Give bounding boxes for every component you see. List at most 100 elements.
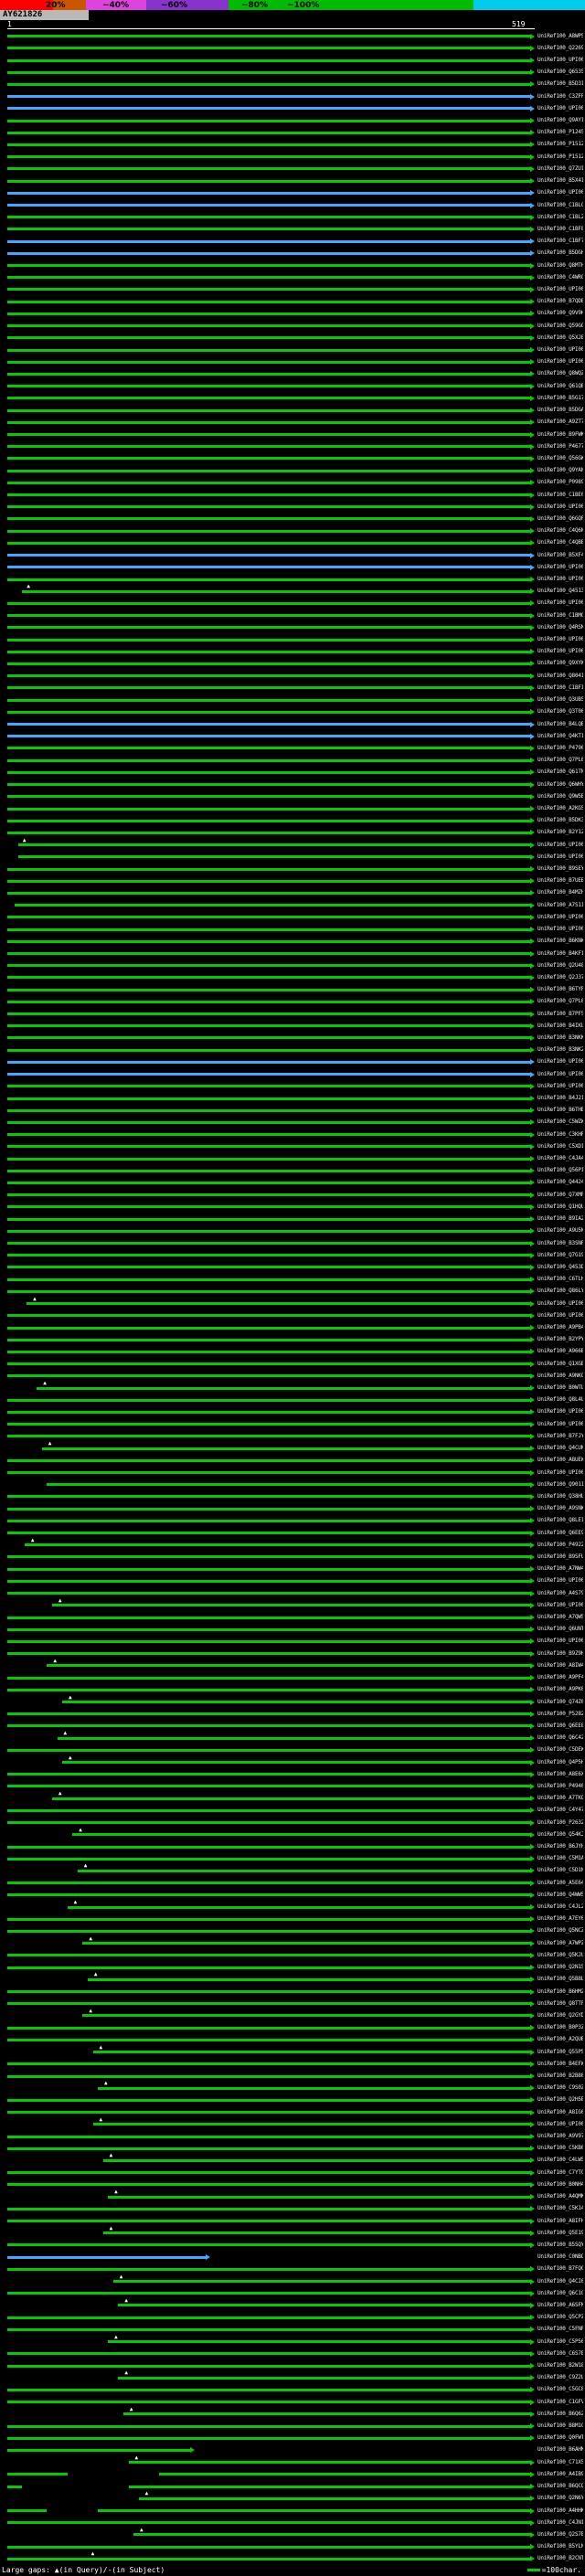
alignment-bar[interactable] [7,1724,530,1728]
alignment-bar[interactable] [7,204,530,207]
subject-label[interactable]: UniRef100_B8M1C2 [537,2422,583,2430]
subject-label[interactable]: UniRef100_Q6C1G0 [537,2289,583,2296]
alignment-bar[interactable] [7,2038,530,2041]
subject-label[interactable]: UniRef100_UPI000... [537,2120,583,2127]
alignment-bar[interactable] [7,879,530,883]
subject-label[interactable]: UniRef100_C1BL29 [537,213,583,220]
subject-label[interactable]: UniRef100_P46777 [537,442,583,450]
subject-label[interactable]: UniRef100_C1GFV3 [537,2398,583,2405]
alignment-bar[interactable] [7,348,530,352]
subject-label[interactable]: UniRef100_Q9V9H6 [537,310,583,317]
subject-label[interactable]: UniRef100_UPI000... [537,648,583,655]
alignment-bar[interactable] [7,445,530,449]
subject-label[interactable]: UniRef100_A4IB93 [537,2470,583,2477]
subject-label[interactable]: UniRef100_Q90114 [537,1480,583,1488]
subject-label[interactable]: UniRef100_A4QMK5 [537,2193,583,2200]
subject-label[interactable]: UniRef100_Q3T005 [537,708,583,716]
alignment-bar[interactable] [7,1108,530,1112]
subject-label[interactable]: UniRef100_C1BF17 [537,684,583,691]
alignment-bar[interactable] [112,2280,530,2284]
subject-label[interactable]: UniRef100_A5E644 [537,1879,583,1886]
subject-label[interactable]: UniRef100_B5XF41 [537,551,583,558]
alignment-bar[interactable] [62,1701,530,1703]
subject-label[interactable]: UniRef100_P47962 [537,744,583,751]
alignment-bar[interactable] [18,855,530,859]
subject-label[interactable]: UniRef100_P09895 [537,479,583,486]
alignment-bar[interactable] [7,747,530,750]
subject-label[interactable]: UniRef100_Q3UB50 [537,696,583,704]
alignment-bar[interactable] [92,2051,530,2054]
alignment-bar[interactable] [7,650,530,653]
alignment-bar[interactable] [7,1217,530,1221]
subject-label[interactable]: UniRef100_C1BF87 [537,225,583,232]
subject-label[interactable]: UniRef100_Q1XGB1 [537,1360,583,1367]
subject-label[interactable]: UniRef100_B4LQB5 [537,720,583,727]
subject-label[interactable]: UniRef100_Q7G190 [537,1251,583,1258]
subject-label[interactable]: UniRef100_C4QBE8 [537,539,583,546]
alignment-bar[interactable] [37,1386,530,1390]
subject-label[interactable]: UniRef100_Q4KT13 [537,732,583,739]
subject-label[interactable]: UniRef100_Q55P53 [537,2048,583,2055]
alignment-bar[interactable] [7,1507,530,1511]
subject-label[interactable]: UniRef100_C5FNF0 [537,2326,583,2333]
alignment-bar[interactable] [7,119,530,122]
subject-label[interactable]: UniRef100_C5WZW1 [537,1118,583,1126]
alignment-bar[interactable] [7,1085,530,1088]
subject-label[interactable]: UniRef100_Q38HU5 [537,1492,583,1500]
alignment-bar[interactable] [7,2135,530,2138]
alignment-bar[interactable] [7,1338,530,1341]
subject-label[interactable]: UniRef100_C3ZFF1 [537,92,583,100]
alignment-bar[interactable] [7,2147,530,2150]
alignment-bar[interactable] [7,554,530,557]
alignment-bar[interactable] [7,1435,530,1438]
subject-label[interactable]: UniRef100_B2W189 [537,2362,583,2369]
alignment-bar[interactable] [7,1000,530,1003]
subject-label[interactable]: UniRef100_A8WP55 [537,32,583,39]
alignment-bar[interactable] [7,1120,530,1124]
subject-label[interactable]: UniRef100_Q4RSM0 [537,623,583,631]
subject-label[interactable]: UniRef100_C5XD1C [537,1142,583,1150]
alignment-bar[interactable] [7,795,530,799]
alignment-bar[interactable] [7,928,530,931]
subject-label[interactable]: UniRef100_B9IA24 [537,1215,583,1223]
subject-label[interactable]: UniRef100_P15125 [537,153,583,160]
subject-label[interactable]: UniRef100_P49227 [537,1541,583,1548]
subject-label[interactable]: UniRef100_Q5B8L7 [537,1976,583,1983]
subject-label[interactable]: UniRef100_Q61QB1 [537,382,583,389]
subject-label[interactable]: UniRef100_B0WTL2 [537,1384,583,1392]
subject-label[interactable]: UniRef100_C0NBO6 [537,2253,583,2261]
subject-label[interactable]: UniRef100_Q6EE93 [537,1529,583,1536]
alignment-bar[interactable] [7,35,530,38]
subject-label[interactable]: UniRef100_B5SQY3 [537,2241,583,2248]
subject-label[interactable]: UniRef100_B5G174 [537,394,583,401]
alignment-bar[interactable] [7,167,530,171]
alignment-bar[interactable] [7,2327,530,2331]
subject-label[interactable]: UniRef100_B0NH46 [537,2180,583,2188]
alignment-bar[interactable] [7,698,530,702]
alignment-bar[interactable] [138,2496,530,2500]
alignment-bar[interactable] [7,723,530,726]
subject-label[interactable]: UniRef100_UPI000... [537,1299,583,1307]
subject-label[interactable]: UniRef100_Q5XJE7 [537,334,583,341]
subject-label[interactable]: UniRef100_Q2S7B5 [537,2530,583,2538]
subject-label[interactable]: UniRef100_C4WRC7 [537,273,583,281]
subject-label[interactable]: UniRef100_Q61TN1 [537,769,583,776]
subject-label[interactable]: UniRef100_UPI000... [537,104,583,111]
alignment-bar[interactable] [7,1277,530,1281]
alignment-bar[interactable] [7,1169,530,1172]
alignment-bar[interactable] [7,2255,206,2259]
subject-label[interactable]: UniRef100_A9ZT70 [537,419,583,426]
alignment-bar[interactable] [7,2364,530,2368]
subject-label[interactable]: UniRef100_C5DEW6 [537,1746,583,1754]
subject-label[interactable]: UniRef100_B4MZH3 [537,889,583,896]
alignment-bar[interactable] [7,783,530,787]
subject-label[interactable]: UniRef100_B2Y125 [537,829,583,836]
alignment-bar[interactable] [7,228,530,231]
subject-label[interactable]: UniRef100_A2KG53 [537,805,583,811]
alignment-bar[interactable] [72,1833,530,1837]
subject-label[interactable]: UniRef100_UPI000... [537,189,583,196]
subject-label[interactable]: UniRef100_B9Z9H0 [537,1649,583,1657]
alignment-bar[interactable] [52,1797,530,1800]
subject-label[interactable]: UniRef100_A7WPZ8 [537,1939,583,1946]
subject-label[interactable]: UniRef100_UPI000... [537,1601,583,1608]
